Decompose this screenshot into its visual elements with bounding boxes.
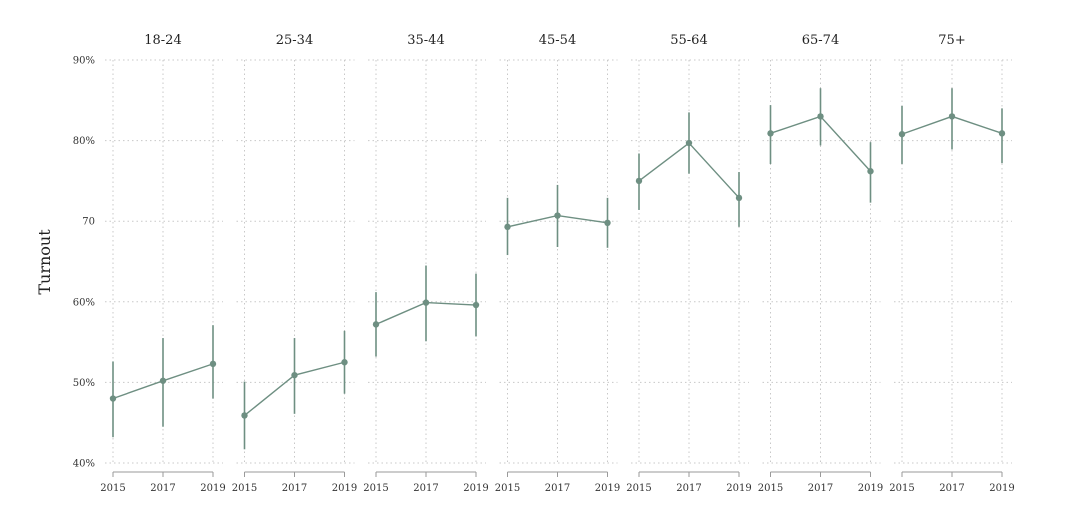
panel-title: 18-24 (144, 33, 181, 48)
panel-18-24: 18-24 2015 2017 2019 (100, 33, 225, 494)
x-tick-label: 2015 (100, 483, 125, 494)
data-point (372, 321, 380, 328)
data-point (735, 194, 743, 202)
panel-title: 55-64 (670, 33, 707, 48)
data-point (635, 177, 643, 185)
panel-title: 65-74 (802, 33, 839, 48)
y-axis-ticks: 40% 50% 60% 70 80% 90% (73, 56, 95, 470)
data-point (767, 130, 774, 137)
panel-65-74: 65-74 2015 2017 2019 (758, 33, 883, 494)
panel-title: 25-34 (276, 33, 313, 48)
panels: 18-24 2015 2017 2019 25-34 2015 2017 2019 35-44 2… (100, 33, 1014, 494)
y-tick-label: 70 (82, 217, 95, 228)
panel-title: 45-54 (539, 33, 576, 48)
data-point (685, 139, 693, 147)
x-tick-label: 2017 (808, 483, 833, 494)
y-tick-label: 40% (73, 459, 95, 470)
x-tick-label: 2017 (282, 483, 307, 494)
data-point (948, 113, 956, 120)
data-point (241, 412, 248, 419)
data-point (209, 360, 217, 368)
x-tick-label: 2017 (545, 483, 570, 494)
data-point (867, 168, 874, 175)
x-tick-label: 2019 (463, 483, 488, 494)
x-tick-label: 2017 (150, 483, 175, 494)
x-tick-label: 2019 (858, 483, 883, 494)
panel-75+: 75+ 2015 2017 2019 (889, 33, 1014, 494)
y-tick-label: 50% (73, 378, 95, 389)
panel-title: 75+ (938, 33, 965, 48)
x-tick-label: 2017 (676, 483, 701, 494)
data-point (159, 377, 167, 384)
x-tick-label: 2015 (232, 483, 257, 494)
y-axis-label: Turnout (35, 229, 54, 295)
x-tick-label: 2017 (413, 483, 438, 494)
panel-25-34: 25-34 2015 2017 2019 (232, 33, 357, 494)
x-tick-label: 2015 (495, 483, 520, 494)
x-tick-label: 2015 (626, 483, 651, 494)
data-point (504, 223, 511, 231)
x-tick-label: 2019 (989, 483, 1014, 494)
x-tick-label: 2019 (200, 483, 225, 494)
x-tick-label: 2015 (758, 483, 783, 494)
data-point (472, 301, 480, 309)
data-point (422, 299, 430, 306)
data-point (817, 113, 824, 120)
y-tick-label: 90% (73, 56, 95, 67)
panel-55-64: 55-64 2015 2017 2019 (626, 33, 751, 494)
x-tick-label: 2019 (332, 483, 357, 494)
data-point (109, 395, 117, 402)
data-point (604, 219, 611, 227)
panel-45-54: 45-54 2015 2017 2019 (495, 33, 620, 494)
x-tick-label: 2019 (595, 483, 620, 494)
x-tick-label: 2017 (939, 483, 964, 494)
data-point (341, 359, 348, 366)
y-tick-label: 80% (73, 136, 95, 147)
x-tick-label: 2015 (889, 483, 914, 494)
data-point (291, 371, 298, 379)
y-tick-label: 60% (73, 297, 95, 308)
panel-title: 35-44 (407, 33, 444, 48)
panel-35-44: 35-44 2015 2017 2019 (363, 33, 488, 494)
x-tick-label: 2015 (363, 483, 388, 494)
data-point (898, 130, 906, 138)
data-point (554, 212, 561, 219)
data-point (998, 130, 1006, 137)
x-tick-label: 2019 (726, 483, 751, 494)
